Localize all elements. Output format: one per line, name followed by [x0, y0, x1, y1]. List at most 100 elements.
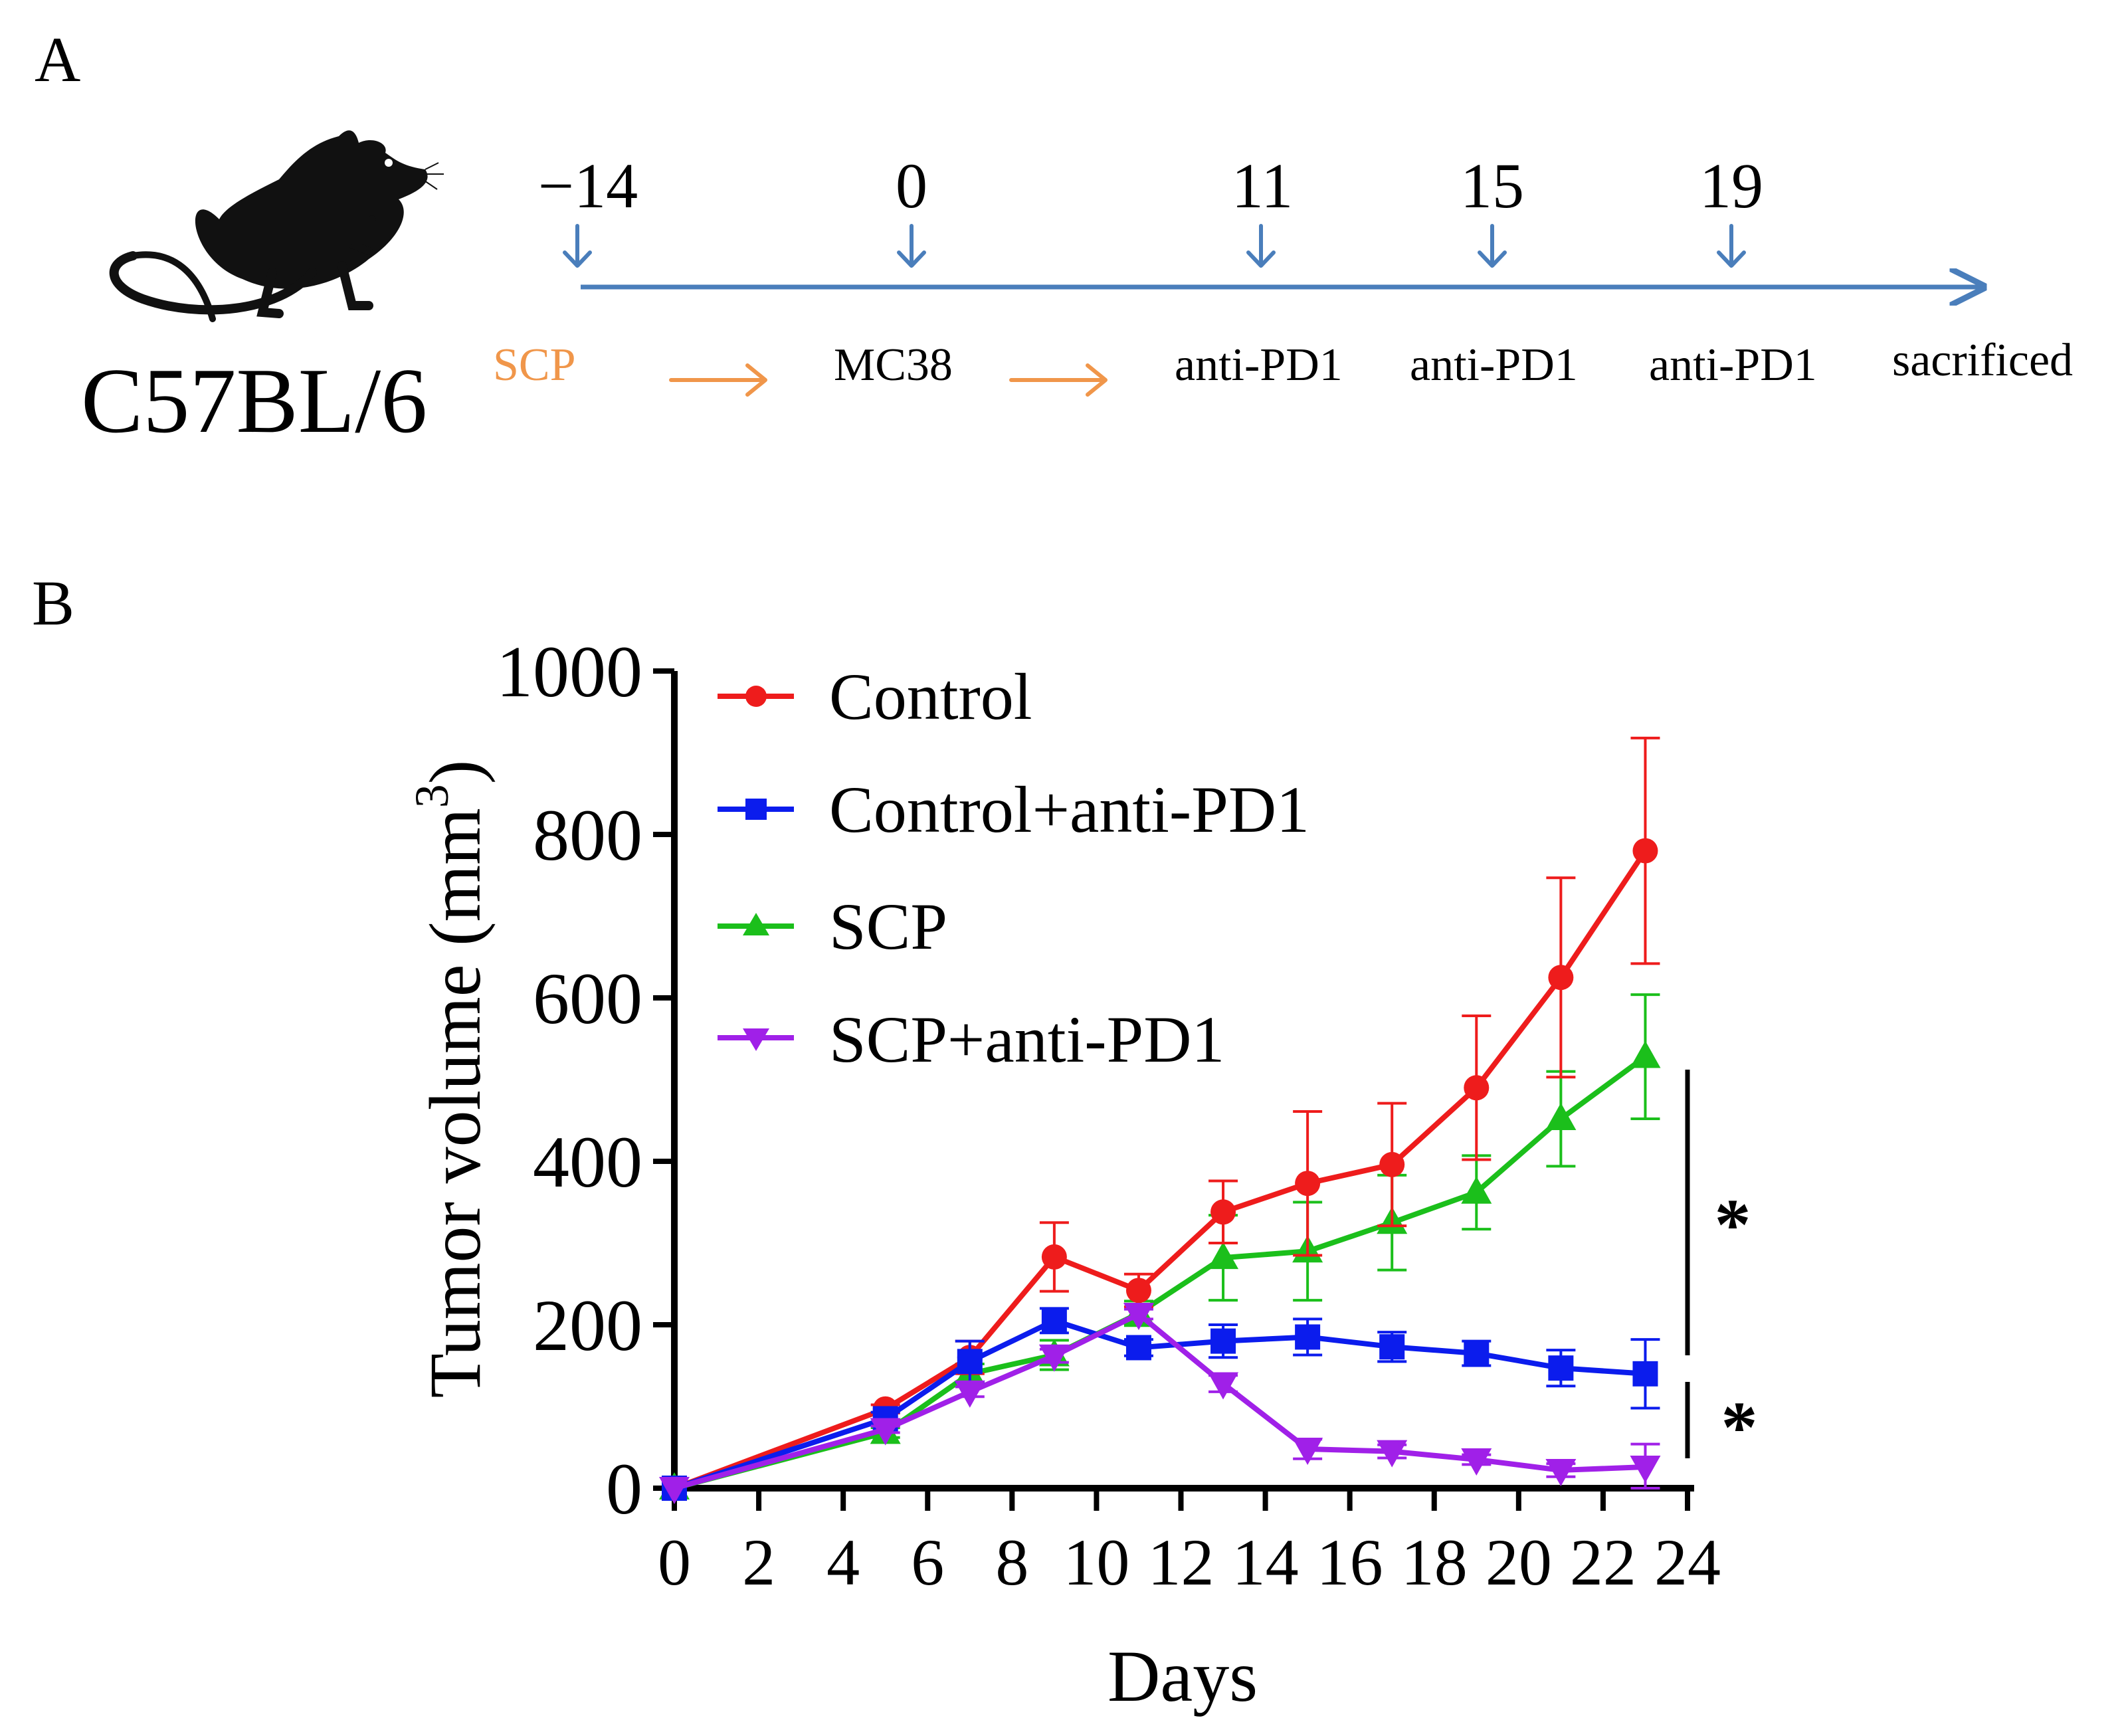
series-control-anti-pd1	[662, 1307, 1660, 1501]
event-scp: SCP	[493, 339, 576, 391]
y-axis-title-sup: 3	[405, 784, 458, 808]
legend-marker-control	[745, 686, 767, 707]
data-point	[1295, 1324, 1321, 1350]
down-arrow-icon	[563, 224, 592, 268]
y-tick-label: 400	[533, 1121, 642, 1203]
y-tick-label: 600	[533, 958, 642, 1039]
timeline-down-arrows	[563, 224, 1746, 268]
day-label-11: 11	[1232, 150, 1293, 221]
series-scp-anti-pd1	[659, 1303, 1661, 1504]
data-point	[1461, 1176, 1492, 1204]
data-point	[1464, 1341, 1490, 1367]
legend-label-scp-anti-pd1: SCP+anti-PD1	[829, 1003, 1224, 1076]
x-tick-label: 16	[1317, 1525, 1383, 1599]
legend-item-scp: SCP	[718, 890, 947, 963]
data-point	[1630, 1456, 1661, 1484]
data-point	[1123, 1303, 1154, 1331]
y-axis-title-main: Tumor volume (mm	[415, 808, 496, 1398]
event-anti-pd1-1: anti-PD1	[1175, 339, 1343, 391]
data-point	[1632, 1361, 1658, 1387]
x-tick-label: 6	[911, 1525, 944, 1599]
y-tick-label: 800	[533, 795, 642, 876]
day-label-minus14: −14	[538, 150, 638, 221]
y-axis-title: Tumor volume (mm3)	[405, 760, 496, 1398]
timeline-event-labels: SCP MC38 anti-PD1 anti-PD1 anti-PD1 sacr…	[493, 335, 2073, 391]
series-control	[662, 736, 1660, 1501]
data-point	[1295, 1171, 1321, 1197]
legend-label-scp: SCP	[829, 890, 947, 963]
timeline-orange-arrows	[669, 363, 1108, 397]
significance-star-lower: *	[1721, 1387, 1758, 1468]
data-point	[1038, 1344, 1070, 1372]
data-point	[1548, 965, 1574, 991]
right-arrow-icon	[669, 363, 767, 397]
series-line	[673, 1311, 1646, 1491]
x-tick-label: 20	[1486, 1525, 1552, 1599]
data-point	[1292, 1437, 1323, 1465]
event-mc38: MC38	[834, 339, 953, 391]
legend-marker-scp	[743, 913, 769, 935]
right-arrow-icon	[1009, 363, 1108, 397]
event-sacrificed: sacrificed	[1892, 335, 2073, 386]
day-label-19: 19	[1699, 150, 1763, 221]
data-point	[954, 1380, 985, 1408]
legend-item-scp-anti-pd1: SCP+anti-PD1	[718, 1003, 1224, 1076]
x-tick-label: 22	[1570, 1525, 1636, 1599]
data-point	[1210, 1199, 1236, 1225]
y-tick-label: 200	[533, 1285, 642, 1366]
data-point	[1632, 838, 1658, 864]
series-layer	[659, 736, 1661, 1504]
data-point	[1461, 1448, 1492, 1476]
down-arrow-icon	[897, 224, 926, 268]
data-point	[1210, 1328, 1236, 1354]
data-point	[957, 1349, 983, 1375]
legend-item-control-anti-pd1: Control+anti-PD1	[718, 773, 1309, 846]
data-point	[1548, 1355, 1574, 1381]
x-tick-label: 2	[742, 1525, 775, 1599]
legend-marker-scp-anti-pd1	[743, 1028, 769, 1051]
x-tick-label: 18	[1401, 1525, 1468, 1599]
legend-marker-control-anti-pd1	[745, 799, 767, 820]
timeline-day-labels: −14 0 11 15 19	[538, 150, 1763, 221]
data-point	[1379, 1151, 1405, 1177]
x-ticks: 0 2 4 6 8 10 12 14 16 18 20 22 24	[658, 1488, 1721, 1599]
x-tick-label: 0	[658, 1525, 691, 1599]
strain-label: C57BL/6	[81, 349, 427, 452]
panel-a: A C57BL/6 −14 0 11 15 19	[35, 24, 2073, 452]
panel-b-label: B	[32, 567, 74, 638]
data-point	[1630, 1040, 1661, 1068]
data-point	[1545, 1103, 1577, 1131]
data-point	[659, 1477, 690, 1504]
legend-label-control: Control	[829, 660, 1032, 733]
data-point	[1379, 1334, 1405, 1360]
event-anti-pd1-3: anti-PD1	[1649, 339, 1817, 391]
legend: Control Control+anti-PD1 SCP SCP+anti-PD…	[718, 660, 1309, 1076]
down-arrow-icon	[1717, 224, 1746, 268]
x-tick-label: 12	[1148, 1525, 1214, 1599]
x-axis-title: Days	[1108, 1636, 1258, 1717]
x-tick-label: 4	[826, 1525, 860, 1599]
x-tick-label: 14	[1232, 1525, 1299, 1599]
down-arrow-icon	[1478, 224, 1507, 268]
significance-annotations: * *	[1685, 1070, 1758, 1468]
day-label-15: 15	[1460, 150, 1524, 221]
event-anti-pd1-2: anti-PD1	[1410, 339, 1578, 391]
data-point	[1464, 1075, 1490, 1101]
down-arrow-icon	[1246, 224, 1276, 268]
x-tick-label: 8	[995, 1525, 1028, 1599]
data-point	[1125, 1278, 1151, 1303]
mouse-silhouette-icon	[109, 130, 444, 322]
y-tick-label: 1000	[496, 631, 642, 712]
y-tick-label: 0	[606, 1448, 642, 1529]
data-point	[1208, 1242, 1239, 1270]
day-label-0: 0	[896, 150, 927, 221]
data-point	[1545, 1458, 1577, 1486]
data-point	[1377, 1440, 1408, 1468]
data-point	[1208, 1372, 1239, 1400]
significance-star-upper: *	[1715, 1184, 1751, 1265]
y-axis-title-close: )	[415, 760, 496, 785]
legend-label-control-anti-pd1: Control+anti-PD1	[829, 773, 1309, 846]
data-point	[1125, 1335, 1151, 1361]
